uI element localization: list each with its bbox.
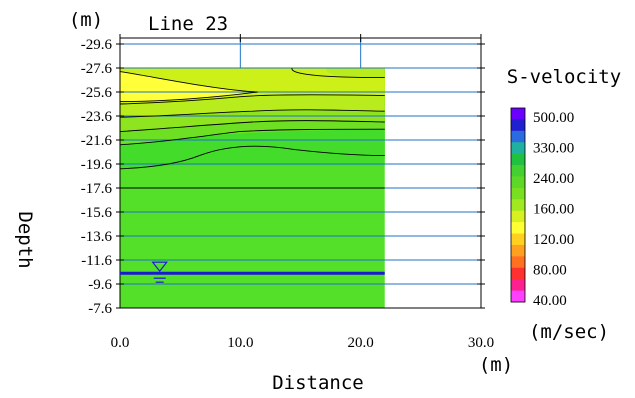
contour-line xyxy=(119,71,258,103)
x-tick-labels: 0.0 10.0 20.0 30.0 xyxy=(111,335,495,351)
velocity-band xyxy=(120,71,258,102)
legend-title: S-velocity xyxy=(507,66,621,88)
legend-swatch xyxy=(511,108,525,120)
water-table-layer xyxy=(120,261,385,283)
y-tick-label: -19.6 xyxy=(81,157,113,173)
legend-swatch xyxy=(511,233,525,246)
legend-labels: 500.00 330.00 240.00 160.00 120.00 80.00 40.00 xyxy=(533,110,574,309)
legend-swatch xyxy=(511,267,525,280)
contour-line xyxy=(119,109,385,118)
legend-label: 160.00 xyxy=(533,202,574,218)
contour-line xyxy=(119,120,385,133)
x-tick-label: 10.0 xyxy=(227,335,253,351)
plot-frame xyxy=(119,37,482,309)
water-table-marker xyxy=(151,261,168,273)
grid-layer xyxy=(120,38,481,309)
y-tick-label: -21.6 xyxy=(81,133,113,149)
x-tick-label: 20.0 xyxy=(348,335,374,351)
legend-swatch xyxy=(511,210,525,223)
y-tick-labels: -29.6 -27.6 -25.6 -23.6 -21.6 -19.6 -17.6 -15.6… xyxy=(81,37,113,317)
legend-unit: (m/sec) xyxy=(529,321,609,343)
velocity-fill-layer xyxy=(120,68,385,308)
legend-label: 240.00 xyxy=(533,171,574,187)
y-tick-label: -13.6 xyxy=(81,229,113,245)
legend-label: 330.00 xyxy=(533,141,574,157)
y-tick-label: -27.6 xyxy=(81,61,113,77)
y-tick-label: -7.6 xyxy=(88,301,112,317)
y-tick-label: -23.6 xyxy=(81,109,113,125)
legend-swatch xyxy=(511,130,525,143)
y-tick-label: -17.6 xyxy=(81,181,113,197)
legend-label: 40.00 xyxy=(533,293,567,309)
legend-swatch xyxy=(511,244,525,257)
legend-label: 80.00 xyxy=(533,263,567,279)
legend-colorbar xyxy=(510,107,526,303)
legend-swatch xyxy=(511,165,525,177)
legend-swatch xyxy=(511,199,525,212)
legend-swatch xyxy=(511,142,525,155)
chart-title: Line 23 xyxy=(148,13,228,35)
x-tick-label: 30.0 xyxy=(468,335,494,351)
contour-layer xyxy=(119,67,385,189)
contour-line xyxy=(119,145,385,170)
legend-swatch xyxy=(511,290,525,303)
legend-swatch xyxy=(511,279,525,292)
legend-swatch xyxy=(511,222,525,235)
y-tick-label: -25.6 xyxy=(81,85,113,101)
legend-swatch xyxy=(511,119,525,132)
x-tick-label: 0.0 xyxy=(111,335,130,351)
contour-line xyxy=(119,94,385,105)
legend-swatch xyxy=(511,187,525,200)
legend-frame xyxy=(510,107,526,303)
y-tick-label: -9.6 xyxy=(88,277,112,293)
x-axis-label: Distance xyxy=(272,372,364,394)
y-axis-label: Depth xyxy=(14,211,36,268)
contour-line xyxy=(291,67,385,79)
legend-swatch xyxy=(511,256,525,269)
y-tick-label: -11.6 xyxy=(81,253,112,269)
y-unit-label: (m) xyxy=(69,9,103,31)
x-unit-label: (m) xyxy=(479,354,513,376)
y-tick-label: -15.6 xyxy=(81,205,113,221)
legend-swatch xyxy=(511,176,525,189)
legend-label: 500.00 xyxy=(533,110,574,126)
legend-swatch xyxy=(511,153,525,166)
contour-line xyxy=(119,128,385,146)
tick-layer xyxy=(116,34,485,309)
legend-label: 120.00 xyxy=(533,232,574,248)
y-tick-label: -29.6 xyxy=(81,37,113,53)
